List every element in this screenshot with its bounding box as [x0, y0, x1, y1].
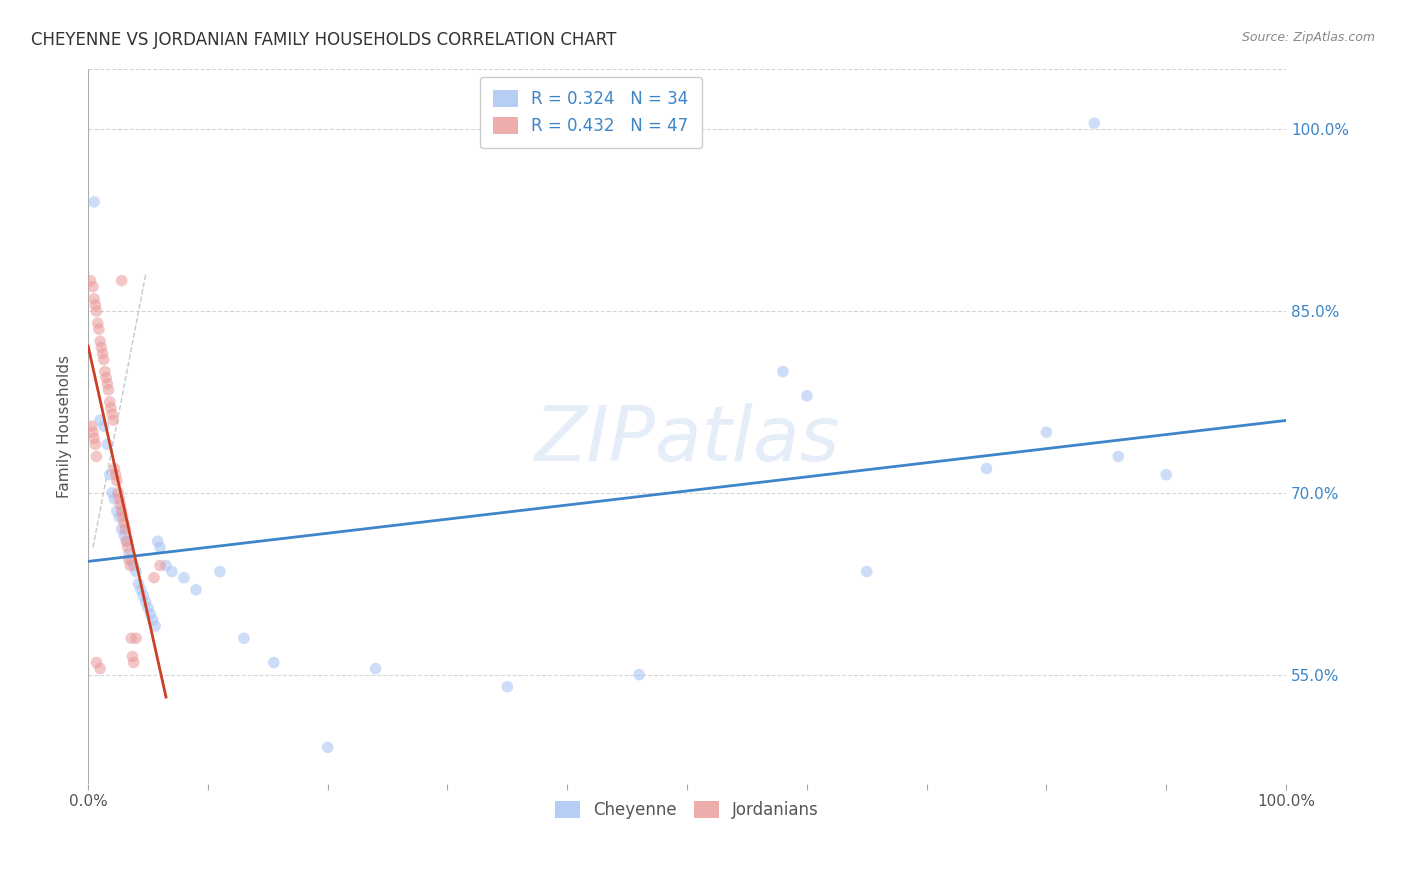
Point — [82, 425, 104, 440]
Point — [115, 534, 138, 549]
Point — [796, 389, 818, 403]
Point — [87, 316, 110, 330]
Point — [1083, 116, 1105, 130]
Point — [146, 534, 169, 549]
Text: Source: ZipAtlas.com: Source: ZipAtlas.com — [1241, 31, 1375, 45]
Point — [118, 552, 141, 566]
Point — [143, 571, 166, 585]
Point — [86, 656, 108, 670]
Point — [103, 461, 125, 475]
Point — [101, 485, 124, 500]
Point — [86, 304, 108, 318]
Point — [149, 558, 172, 573]
Point — [136, 601, 159, 615]
Point — [496, 680, 519, 694]
Point — [103, 413, 125, 427]
Point — [127, 576, 149, 591]
Point — [89, 413, 111, 427]
Point — [89, 662, 111, 676]
Point — [94, 365, 117, 379]
Point — [117, 541, 139, 555]
Point — [91, 346, 114, 360]
Point — [855, 565, 877, 579]
Point — [111, 504, 134, 518]
Point — [316, 740, 339, 755]
Point — [1107, 450, 1129, 464]
Point — [86, 450, 108, 464]
Point — [1035, 425, 1057, 440]
Point — [96, 437, 118, 451]
Point — [160, 565, 183, 579]
Point — [110, 498, 132, 512]
Point — [83, 431, 105, 445]
Point — [89, 334, 111, 349]
Point — [143, 619, 166, 633]
Point — [149, 541, 172, 555]
Point — [112, 516, 135, 530]
Point — [83, 194, 105, 209]
Point — [263, 656, 285, 670]
Point — [155, 558, 177, 573]
Point — [121, 649, 143, 664]
Point — [976, 461, 998, 475]
Point — [82, 279, 104, 293]
Text: ZIPatlas: ZIPatlas — [534, 403, 839, 477]
Point — [139, 607, 162, 621]
Point — [98, 467, 121, 482]
Point — [122, 656, 145, 670]
Point — [120, 552, 142, 566]
Point — [135, 595, 157, 609]
Point — [97, 383, 120, 397]
Point — [108, 491, 131, 506]
Point — [129, 582, 152, 597]
Point — [90, 340, 112, 354]
Point — [105, 474, 128, 488]
Point — [114, 522, 136, 536]
Point — [108, 510, 131, 524]
Point — [83, 292, 105, 306]
Point — [184, 582, 207, 597]
Point — [93, 419, 115, 434]
Point — [628, 667, 651, 681]
Y-axis label: Family Households: Family Households — [58, 355, 72, 498]
Point — [125, 565, 148, 579]
Point — [112, 528, 135, 542]
Point — [120, 558, 142, 573]
Point — [111, 510, 134, 524]
Point — [84, 437, 107, 451]
Point — [111, 522, 134, 536]
Point — [118, 546, 141, 560]
Point — [120, 632, 142, 646]
Point — [772, 365, 794, 379]
Point — [232, 632, 254, 646]
Point — [103, 491, 125, 506]
Point — [84, 298, 107, 312]
Point — [101, 407, 124, 421]
Point — [104, 467, 127, 482]
Point — [173, 571, 195, 585]
Point — [79, 274, 101, 288]
Point — [1154, 467, 1177, 482]
Point — [100, 401, 122, 415]
Point — [132, 589, 155, 603]
Point — [96, 376, 118, 391]
Point — [98, 395, 121, 409]
Point — [107, 485, 129, 500]
Point — [142, 613, 165, 627]
Point — [115, 534, 138, 549]
Point — [87, 322, 110, 336]
Text: CHEYENNE VS JORDANIAN FAMILY HOUSEHOLDS CORRELATION CHART: CHEYENNE VS JORDANIAN FAMILY HOUSEHOLDS … — [31, 31, 616, 49]
Point — [105, 504, 128, 518]
Point — [364, 662, 387, 676]
Point — [80, 419, 103, 434]
Point — [94, 370, 117, 384]
Point — [111, 274, 134, 288]
Point — [122, 558, 145, 573]
Legend: Cheyenne, Jordanians: Cheyenne, Jordanians — [548, 794, 825, 825]
Point — [93, 352, 115, 367]
Point — [208, 565, 231, 579]
Point — [125, 632, 148, 646]
